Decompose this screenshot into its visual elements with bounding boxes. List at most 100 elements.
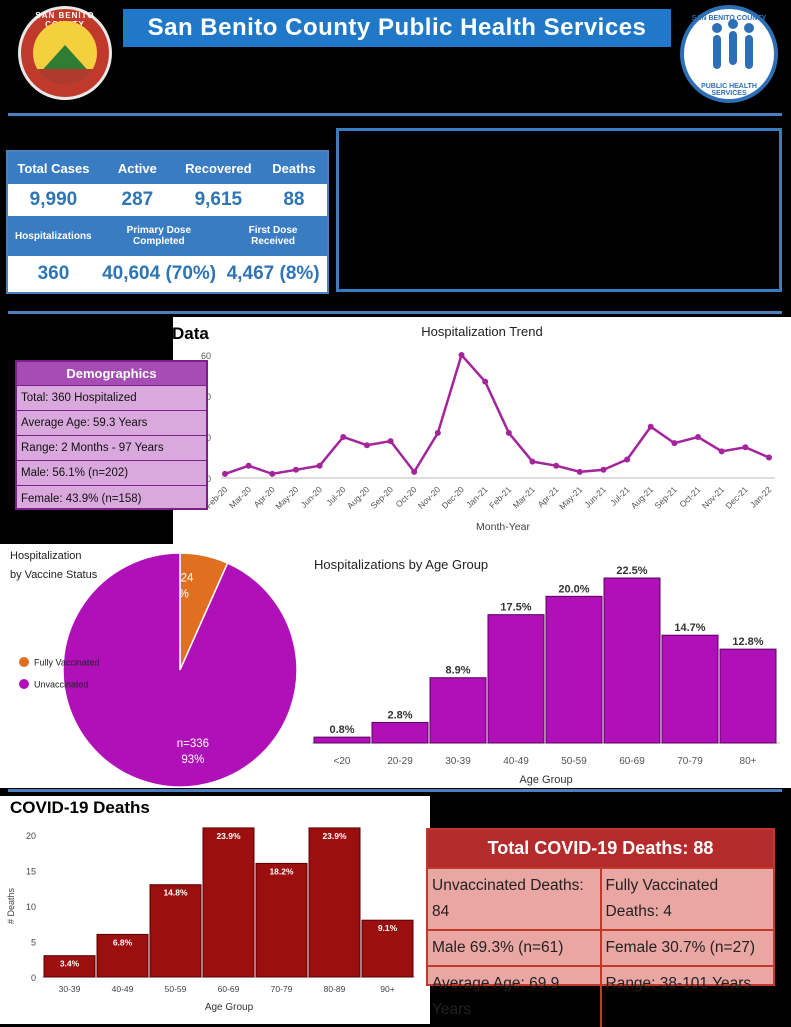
- x-tick-label: <20: [334, 756, 351, 767]
- demographics-box: Demographics Total: 360 Hospitalized Ave…: [15, 360, 208, 510]
- y-axis-label: # Deaths: [6, 887, 16, 924]
- data-point: [695, 434, 702, 440]
- data-point: [576, 468, 583, 475]
- data-point: [434, 429, 441, 436]
- bar: [313, 736, 371, 744]
- x-tick-label: Sep-21: [652, 484, 679, 511]
- x-tick-label: 30-39: [59, 984, 81, 994]
- slice-count-label: n=336: [177, 738, 209, 750]
- x-tick-label: 20-29: [387, 756, 413, 767]
- slice-percent-label: 93%: [181, 754, 204, 766]
- chart-title-line-1: Hospitalization: [10, 550, 82, 562]
- legend-label: Unvaccinated: [34, 680, 89, 690]
- bar: [429, 677, 487, 744]
- stats-header-row-2: Hospitalizations Primary Dose Completed …: [8, 216, 327, 256]
- y-tick-label: 20: [26, 831, 36, 841]
- x-tick-label: 90+: [380, 984, 394, 994]
- x-axis-label: Age Group: [205, 1002, 254, 1013]
- x-tick-label: Nov-21: [700, 484, 727, 511]
- stat-value: 4,467 (8%): [226, 263, 320, 284]
- bar: [719, 648, 777, 744]
- stat-header: Recovered: [185, 160, 252, 176]
- bar-value-label: 14.8%: [163, 888, 188, 898]
- bar-value-label: 6.8%: [113, 937, 133, 947]
- x-tick-label: Nov-20: [416, 484, 443, 511]
- series-line: [224, 352, 770, 476]
- bar: [487, 614, 545, 744]
- x-tick-label: Feb-21: [487, 484, 513, 510]
- x-tick-label: Jan-22: [748, 484, 774, 510]
- demographics-row: Range: 2 Months - 97 Years: [17, 436, 206, 461]
- bar-value-label: 20.0%: [558, 583, 589, 595]
- x-tick-label: 80-89: [324, 984, 346, 994]
- x-tick-label: Dec-20: [439, 484, 466, 511]
- public-health-logo: SAN BENITO COUNTY PUBLIC HEALTH SERVICES: [680, 5, 778, 103]
- divider: [8, 789, 782, 792]
- x-tick-label: 50-59: [561, 756, 587, 767]
- age-group-bar-chart: Hospitalizations by Age Group 0.8% <20 2.8%…: [312, 557, 780, 786]
- stat-value: 88: [283, 189, 305, 210]
- blank-panel: [336, 128, 782, 292]
- stat-value: 360: [37, 263, 70, 284]
- y-tick-label: 15: [26, 867, 36, 877]
- deaths-cell: Range: 38-101 Years: [605, 975, 752, 992]
- data-point: [387, 438, 394, 445]
- stat-value: 9,990: [29, 189, 78, 210]
- data-point: [718, 448, 725, 455]
- x-tick-label: 60-69: [218, 984, 240, 994]
- bar-value-label: 2.8%: [387, 709, 412, 721]
- legend-label: Fully Vaccinated: [34, 658, 99, 668]
- deaths-summary-table: Total COVID-19 Deaths: 88 Unvaccinated D…: [426, 828, 775, 1027]
- x-tick-label: Oct-21: [677, 484, 702, 509]
- deaths-cell: Male 69.3% (n=61): [428, 931, 602, 965]
- hospitalization-trend-chart: Hospitalization Trend0204060# Hospitaliz…: [192, 324, 775, 533]
- legend-marker: [19, 657, 29, 667]
- data-point: [624, 456, 631, 463]
- data-point: [529, 458, 536, 465]
- x-tick-label: Dec-21: [723, 484, 750, 511]
- x-tick-label: Sep-20: [369, 484, 396, 511]
- divider: [8, 311, 782, 314]
- deaths-by-age-bar-chart: 0 5 10 15 20 # Deaths 3.4% 30-39 6.8% 40-49 14.8% 5…: [6, 827, 415, 1013]
- bar-value-label: 18.2%: [269, 866, 294, 876]
- data-point: [316, 462, 323, 469]
- deaths-cell: Female 30.7% (n=27): [605, 939, 755, 956]
- stat-header: Active: [117, 160, 157, 176]
- chart-title: Hospitalizations by Age Group: [314, 557, 488, 572]
- x-tick-label: Apr-21: [535, 484, 560, 509]
- bar: [96, 933, 149, 978]
- x-tick-label: Jun-20: [299, 484, 325, 510]
- stats-value-row-1: 9,990 287 9,615 88: [8, 184, 327, 216]
- bar: [308, 827, 361, 978]
- x-tick-label: May-20: [273, 484, 300, 511]
- bar-value-label: 0.8%: [329, 724, 354, 736]
- pie-slice: [62, 552, 298, 788]
- data-point: [292, 466, 299, 473]
- stat-header: Deaths: [272, 160, 316, 176]
- divider: [8, 113, 782, 116]
- x-tick-label: Aug-21: [629, 484, 656, 511]
- bar: [545, 595, 603, 744]
- x-axis-label: Month-Year: [476, 521, 530, 533]
- stats-header-row-1: Total Cases Active Recovered Deaths: [8, 152, 327, 184]
- x-tick-label: Apr-20: [252, 484, 277, 509]
- demographics-row: Female: 43.9% (n=158): [21, 492, 142, 505]
- county-seal: SAN BENITO COUNTY: [18, 6, 112, 100]
- bar: [361, 919, 414, 978]
- demographics-row: Total: 360 Hospitalized: [17, 386, 206, 411]
- figure-icon: [712, 23, 722, 33]
- data-section-label: Data: [172, 324, 209, 343]
- stat-value: 9,615: [194, 189, 243, 210]
- data-point: [458, 352, 465, 358]
- x-tick-label: Aug-20: [345, 484, 372, 511]
- x-tick-label: 40-49: [503, 756, 529, 767]
- deaths-section-title: COVID-19 Deaths: [10, 798, 150, 817]
- y-tick-label: 60: [201, 351, 211, 361]
- x-tick-label: 80+: [740, 756, 757, 767]
- page-title: San Benito County Public Health Services: [123, 9, 671, 47]
- bar: [202, 827, 255, 978]
- x-tick-label: May-21: [557, 484, 584, 511]
- stat-value: 40,604 (70%): [102, 263, 217, 284]
- bar-value-label: 8.9%: [445, 665, 470, 677]
